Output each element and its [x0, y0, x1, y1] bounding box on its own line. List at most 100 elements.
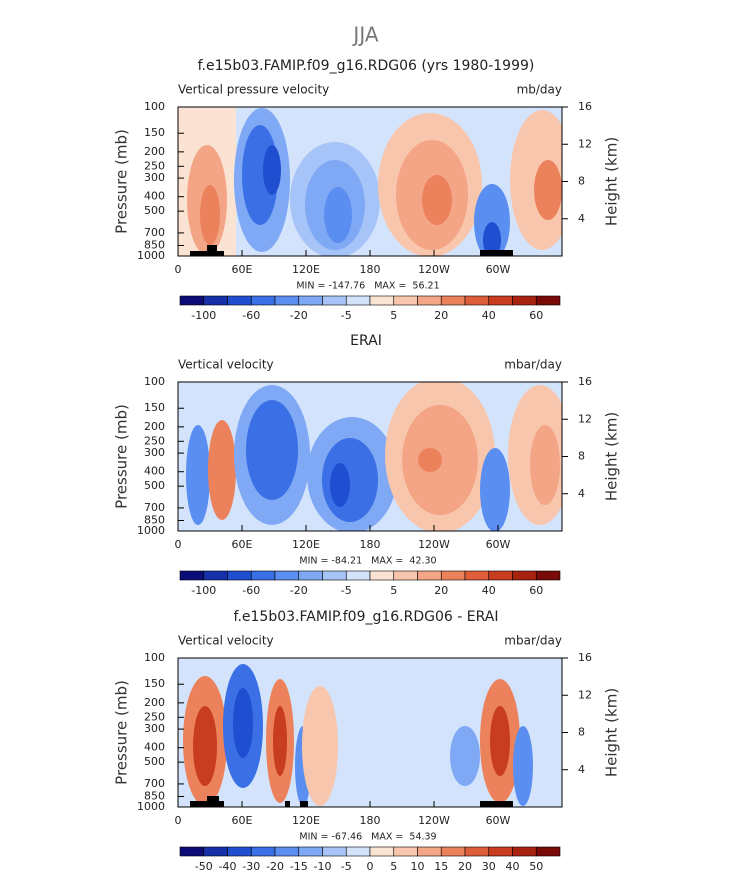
colorbar-box: [393, 570, 418, 581]
colorbar-box: [203, 295, 228, 306]
colorbar-box: [440, 295, 466, 306]
colorbar-box: [440, 570, 466, 581]
panel-title: f.e15b03.FAMIP.f09_g16.RDG06 - ERAI: [234, 609, 499, 625]
colorbar-box: [345, 846, 371, 857]
y-tick-label: 500: [144, 204, 165, 217]
y2-axis-label: Height (km): [603, 137, 621, 226]
y-tick-label: 500: [144, 755, 165, 768]
colorbar-label: 20: [458, 860, 472, 872]
y-tick-label: 300: [144, 171, 165, 184]
y2-axis-label: Height (km): [603, 688, 621, 777]
contour-field: [178, 382, 562, 531]
colorbar-box: [298, 846, 323, 857]
colorbar-box: [274, 570, 300, 581]
y-tick-label: 150: [144, 401, 165, 414]
colorbar-box: [369, 846, 395, 857]
y2-tick-label: 16: [578, 651, 592, 664]
colorbar-label: -5: [341, 860, 352, 872]
colorbar-label: 20: [434, 309, 448, 322]
x-tick-label: 180: [360, 263, 381, 276]
panel-left-label: Vertical pressure velocity: [178, 83, 329, 97]
colorbar-label: -60: [242, 584, 260, 597]
colorbar-box: [464, 846, 490, 857]
colorbar-label: 50: [529, 860, 543, 872]
colorbar-box: [488, 570, 513, 581]
colorbar-label: -15: [290, 860, 308, 872]
x-tick-label: 120E: [292, 538, 320, 551]
colorbar-label: 40: [482, 309, 496, 322]
x-tick-label: 60W: [486, 538, 511, 551]
x-tick-label: 0: [175, 263, 182, 276]
x-tick-label: 120E: [292, 263, 320, 276]
y2-tick-label: 8: [578, 726, 585, 739]
figure-title: JJA: [351, 23, 378, 47]
x-tick-label: 120W: [418, 538, 450, 551]
y2-tick-label: 12: [578, 137, 592, 150]
panel-right-label: mbar/day: [504, 358, 562, 372]
x-tick-label: 60E: [232, 814, 253, 827]
y-tick-label: 400: [144, 190, 165, 203]
y2-tick-label: 8: [578, 175, 585, 188]
colorbar-box: [179, 295, 205, 306]
colorbar-box: [298, 295, 323, 306]
colorbar-box: [298, 570, 323, 581]
colorbar-box: [535, 570, 561, 581]
contour-field: [178, 658, 562, 807]
colorbar-label: -30: [242, 860, 260, 872]
x-tick-label: 0: [175, 538, 182, 551]
colorbar-box: [250, 295, 276, 306]
colorbar-label: 30: [482, 860, 496, 872]
colorbar-box: [322, 846, 347, 857]
colorbar-box: [179, 570, 205, 581]
y-tick-label: 850: [144, 513, 165, 526]
colorbar-label: -60: [242, 309, 260, 322]
colorbar-label: -40: [219, 860, 237, 872]
y-tick-label: 300: [144, 722, 165, 735]
colorbar-label: 15: [434, 860, 448, 872]
y2-tick-label: 4: [578, 212, 585, 225]
y-tick-label: 250: [144, 159, 165, 172]
colorbar-box: [512, 295, 537, 306]
x-tick-label: 0: [175, 814, 182, 827]
stats-label: MIN = -84.21 MAX = 42.30: [299, 556, 436, 567]
x-tick-label: 60W: [486, 814, 511, 827]
colorbar-box: [250, 570, 276, 581]
y-tick-label: 200: [144, 420, 165, 433]
colorbar-box: [274, 846, 300, 857]
y-tick-label: 700: [144, 777, 165, 790]
colorbar-box: [464, 295, 490, 306]
colorbar-box: [345, 570, 371, 581]
colorbar-label: 20: [434, 584, 448, 597]
colorbar-label: -10: [314, 860, 332, 872]
y-tick-label: 200: [144, 696, 165, 709]
panel-right-label: mbar/day: [504, 634, 562, 648]
y-tick-label: 250: [144, 710, 165, 723]
colorbar-box: [203, 846, 228, 857]
colorbar-label: 5: [390, 309, 397, 322]
colorbar-box: [393, 846, 418, 857]
x-tick-label: 120W: [418, 263, 450, 276]
colorbar-label: 0: [367, 860, 374, 872]
colorbar-label: 60: [529, 584, 543, 597]
y2-axis-label: Height (km): [603, 412, 621, 501]
stats-label: MIN = -67.46 MAX = 54.39: [299, 832, 436, 843]
y-tick-label: 100: [144, 375, 165, 388]
colorbar-box: [535, 846, 561, 857]
panel-title: f.e15b03.FAMIP.f09_g16.RDG06 (yrs 1980-1…: [198, 58, 535, 74]
panel-title: ERAI: [350, 333, 382, 349]
panel-right-label: mb/day: [517, 83, 562, 97]
y-axis-label: Pressure (mb): [113, 680, 131, 785]
colorbar-box: [440, 846, 466, 857]
colorbar-label: -20: [290, 584, 308, 597]
x-tick-label: 180: [360, 814, 381, 827]
colorbar-box: [417, 570, 442, 581]
y-tick-label: 1000: [137, 800, 165, 813]
panel-left-label: Vertical velocity: [178, 358, 274, 372]
y-tick-label: 1000: [137, 249, 165, 262]
colorbar-label: 60: [529, 309, 543, 322]
colorbar-label: 5: [390, 860, 397, 872]
colorbar-box: [417, 295, 442, 306]
colorbar-box: [250, 846, 276, 857]
y-tick-label: 850: [144, 238, 165, 251]
